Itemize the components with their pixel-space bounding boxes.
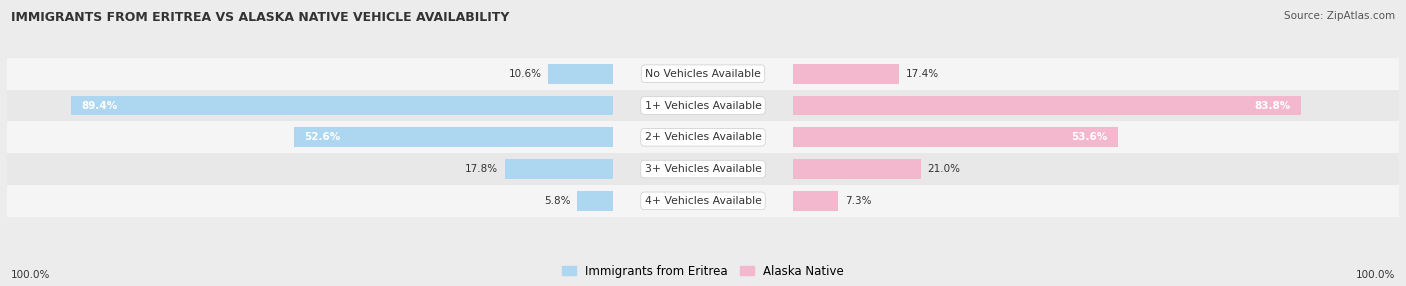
Text: 7.3%: 7.3% [845,196,872,206]
Bar [548,64,613,84]
Bar [578,191,613,211]
Text: 21.0%: 21.0% [928,164,960,174]
Text: 100.0%: 100.0% [1355,270,1395,280]
Bar [7,185,1399,217]
Text: 100.0%: 100.0% [11,270,51,280]
Bar [7,58,1399,90]
Bar [7,121,1399,153]
Legend: Immigrants from Eritrea, Alaska Native: Immigrants from Eritrea, Alaska Native [557,260,849,282]
Text: 17.8%: 17.8% [464,164,498,174]
Text: 4+ Vehicles Available: 4+ Vehicles Available [644,196,762,206]
Text: 3+ Vehicles Available: 3+ Vehicles Available [644,164,762,174]
Text: 2+ Vehicles Available: 2+ Vehicles Available [644,132,762,142]
Bar [72,96,613,115]
Bar [294,128,613,147]
Bar [505,159,613,179]
Bar [7,153,1399,185]
Text: 53.6%: 53.6% [1071,132,1108,142]
Text: 10.6%: 10.6% [509,69,541,79]
Text: 5.8%: 5.8% [544,196,571,206]
Bar [793,64,898,84]
Text: Source: ZipAtlas.com: Source: ZipAtlas.com [1284,11,1395,21]
Text: 17.4%: 17.4% [905,69,939,79]
Text: 52.6%: 52.6% [305,132,340,142]
Text: IMMIGRANTS FROM ERITREA VS ALASKA NATIVE VEHICLE AVAILABILITY: IMMIGRANTS FROM ERITREA VS ALASKA NATIVE… [11,11,509,24]
Bar [793,128,1118,147]
Text: 89.4%: 89.4% [82,100,118,110]
Text: No Vehicles Available: No Vehicles Available [645,69,761,79]
Text: 1+ Vehicles Available: 1+ Vehicles Available [644,100,762,110]
Bar [793,96,1301,115]
Bar [793,159,921,179]
Bar [7,90,1399,121]
Text: 83.8%: 83.8% [1254,100,1291,110]
Bar [793,191,838,211]
